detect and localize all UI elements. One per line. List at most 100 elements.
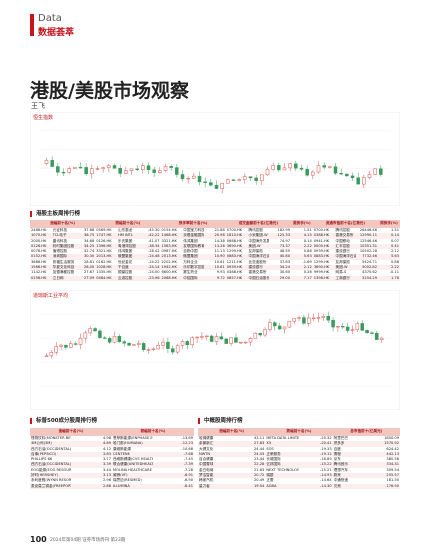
- table-cell: -24.48: [138, 254, 161, 260]
- column-header: 成交金额前十名(亿港元): [225, 220, 291, 228]
- table-cell: 0883.HK: [225, 254, 248, 260]
- table-cell: 中通快递: [333, 478, 348, 483]
- table-cell: 34.24: [269, 265, 291, 271]
- column-header: 涨幅前十名(%): [30, 428, 112, 436]
- table-cell: 20.98: [204, 233, 226, 239]
- table-row: 怪物饮料(MONSTER BEVERAGE) 4.98恩菲斯能源(ENPHASE …: [30, 436, 194, 441]
- table-cell: -14.93: [298, 473, 333, 479]
- table-cell: 元征科技: [52, 228, 68, 232]
- table-cell: -16.89: [320, 457, 332, 462]
- table-cell: 深圳国际: [51, 254, 74, 260]
- decor-candle: [273, 322, 277, 327]
- decor-candle: [112, 336, 117, 343]
- table-cell: 小米集团-W: [247, 233, 270, 239]
- index-chart: 恒生指数: [30, 112, 400, 206]
- table-cell: 哈门那(HUMANA): [112, 441, 153, 447]
- table-row: NWTN 24.03 正荣服务 -19.12 携程 442.13: [198, 451, 400, 458]
- table-cell: -28.42: [147, 249, 160, 254]
- table-cell: 34.68: [83, 238, 95, 243]
- table-cell: 9.72: [204, 275, 226, 281]
- table-cell: 1810.HK: [225, 233, 248, 239]
- table-cell: 4.69: [71, 441, 112, 447]
- table-cell: 0941.HK: [313, 238, 330, 243]
- table-row: 大健文化 24.44 SOS -19.33 百度 624.42: [198, 447, 400, 452]
- decor-candle: [200, 336, 204, 338]
- table-cell: 建设银行: [335, 249, 350, 254]
- table-cell: 4.12: [102, 446, 111, 451]
- decor-candle: [141, 343, 146, 350]
- table-cell: 1398.HK: [312, 275, 335, 281]
- decor-candle: [302, 317, 306, 324]
- table-cell: 23.44: [254, 457, 265, 462]
- table-cell: 0076.HK: [31, 249, 47, 254]
- table-cell: 瑞思迈(RESMED): [113, 478, 142, 483]
- table-cell: 乐氏集团: [118, 238, 133, 243]
- table-cell: 中国海洋石油: [334, 254, 357, 260]
- table-cell: 2.86: [71, 483, 112, 489]
- table-row: 1070.HK TCL电子 36.75 1747.HK HM INTL -42.22 146…: [30, 233, 400, 239]
- table-cell: 0.14: [303, 238, 312, 243]
- decor-candle: [127, 342, 131, 346]
- table-cell: -45.30: [147, 228, 160, 232]
- column-header: 涨幅前十名(%): [30, 220, 96, 228]
- decor-candle: [258, 332, 262, 336]
- decor-candle: [292, 318, 296, 322]
- decor-candle: [282, 167, 287, 171]
- table-cell: 京东: [333, 457, 341, 462]
- decor-candle: [73, 166, 77, 169]
- table-cell: 山东墨龙: [118, 228, 133, 232]
- table-wrap: 涨幅前十名(%) 跌幅前十名(%) 换手率前十名(%) 成交金额前十名(亿港元) 周换手…: [30, 220, 400, 281]
- decor-candle: [260, 174, 264, 182]
- decor-candle: [219, 336, 224, 340]
- table-cell: 9999.HK: [313, 270, 330, 275]
- table-cell: 1028.HK: [95, 265, 117, 271]
- chart-title: 道琼斯工业平均: [33, 292, 68, 299]
- table-cell: 2.22: [291, 243, 313, 250]
- decor-candle: [214, 184, 219, 189]
- table-cell: 1566.HK: [30, 265, 52, 271]
- decor-candle: [117, 336, 122, 342]
- table-cell: 梦洁智能: [198, 473, 232, 479]
- decor-candle: [345, 173, 349, 177]
- table-cell: 2.22: [378, 265, 400, 271]
- decor-candle: [322, 165, 326, 168]
- table-cell: 43.11: [254, 436, 265, 440]
- decor-candle: [226, 179, 230, 184]
- decor-candle: [107, 165, 111, 168]
- decor-candle: [203, 181, 207, 183]
- table-cell: 2000.HK: [31, 238, 47, 243]
- decor-candle: [331, 319, 335, 328]
- table-cell: 值得控股: [52, 249, 68, 254]
- table-cell: 蔚来: [332, 473, 367, 479]
- table-cell: 3.13: [71, 473, 112, 479]
- table-cell: 4370.62: [362, 270, 377, 275]
- column-header: 流通市值前十名(亿港元): [312, 220, 378, 228]
- table-cell: 百度: [333, 446, 341, 451]
- table-cell: -14.30: [298, 483, 333, 489]
- decor-candle: [151, 348, 156, 351]
- table-cell: 28.81: [83, 259, 95, 264]
- table-cell: 0156.HK: [30, 275, 52, 281]
- table-cell: 瑞银: [265, 473, 299, 479]
- decor-candle: [190, 337, 194, 346]
- decor-candle: [379, 337, 384, 340]
- table-cell: 顺豪控股: [118, 270, 133, 275]
- header-row: 涨幅前十名(%) 跌幅前十名(%) 总市值前十(亿美元): [198, 428, 400, 436]
- decor-candle: [90, 168, 94, 175]
- decor-candle: [175, 345, 180, 353]
- decor-candle: [328, 166, 332, 168]
- table-cell: 韩家汽机: [199, 478, 214, 483]
- table-cell: 1.78: [378, 275, 400, 281]
- decor-candle: [243, 176, 247, 180]
- table-row: 好时(HERSHEY) 3.13 威睿(VF) -6.91: [30, 473, 194, 479]
- table-cell: 网易-S: [335, 270, 347, 275]
- decor-candle: [146, 165, 151, 170]
- table-cell: SOS: [266, 446, 274, 451]
- table-cell: 威睿(VF): [112, 473, 153, 479]
- table-cell: 0939.HK: [225, 265, 248, 271]
- table-cell: 1468.HK: [160, 233, 183, 239]
- decor-candle: [137, 343, 141, 345]
- decor-candle: [61, 171, 66, 174]
- decor-candle: [265, 169, 270, 176]
- table-cell: 哈佛健康: [199, 436, 214, 440]
